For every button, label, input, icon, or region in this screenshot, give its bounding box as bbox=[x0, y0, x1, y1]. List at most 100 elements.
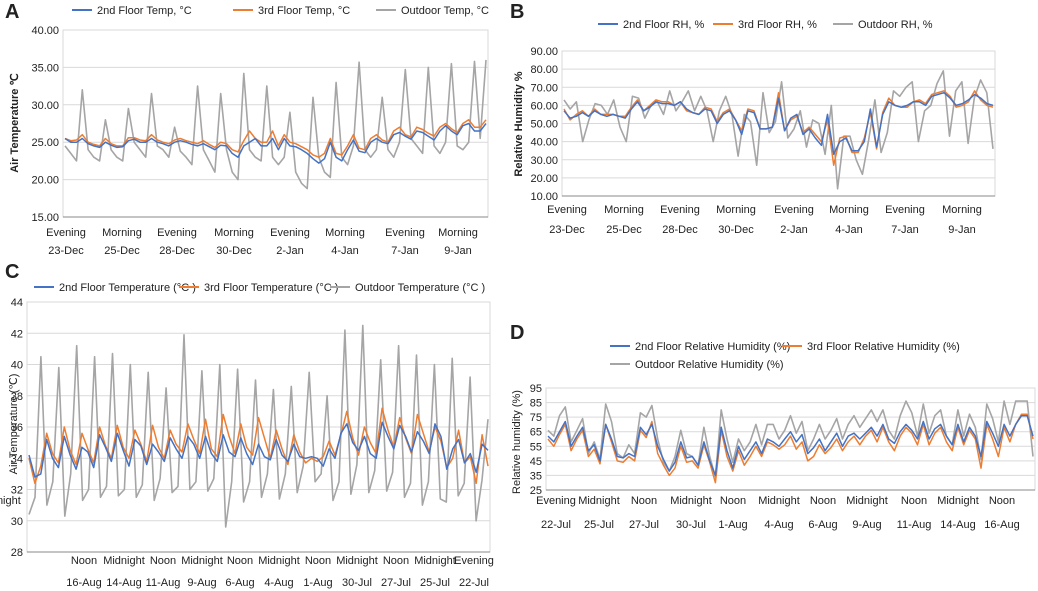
x-tick-label-date: 7-Jan bbox=[891, 224, 919, 236]
y-tick-label: 90.00 bbox=[530, 46, 558, 58]
x-tick-label-time: Evening bbox=[774, 204, 814, 216]
x-tick-label-time: Evening bbox=[547, 204, 587, 216]
x-tick-label-time: Morning bbox=[604, 204, 644, 216]
x-tick-label-date: 4-Aug bbox=[264, 577, 293, 589]
y-tick-label: 30.00 bbox=[31, 100, 59, 112]
x-tick-label-date: 25-Jul bbox=[584, 519, 614, 531]
series-line-floor3 bbox=[64, 119, 487, 158]
x-tick-label-time: Morning bbox=[325, 227, 365, 239]
x-tick-label-date: 4-Jan bbox=[835, 224, 863, 236]
x-tick-label-time: Evening bbox=[46, 227, 86, 239]
x-tick-label-time: Midnight bbox=[578, 495, 620, 507]
x-tick-label-time: Midnight bbox=[414, 555, 456, 567]
legend-label-floor3: 3rd Floor RH, % bbox=[738, 19, 817, 31]
x-tick-label-time: Evening bbox=[885, 204, 925, 216]
x-tick-label-date: 28-Dec bbox=[662, 224, 698, 236]
x-tick-label-time: Noon bbox=[810, 495, 836, 507]
panel-letter: B bbox=[510, 1, 524, 23]
y-tick-label: 45 bbox=[530, 456, 542, 468]
y-tick-label: 80.00 bbox=[530, 64, 558, 76]
series-line-outdoor bbox=[64, 59, 487, 190]
series-line-floor2 bbox=[563, 91, 994, 156]
x-tick-label-time: Evening bbox=[385, 227, 425, 239]
x-tick-label-date: 23-Dec bbox=[549, 224, 585, 236]
legend-label-outdoor: Outdoor Temp, °C bbox=[401, 5, 489, 17]
y-tick-label: 20.00 bbox=[530, 173, 558, 185]
chart-panel-a: A 15.00 20.00 25.00 30.00 35.00 40.00 Air Tempe… bbox=[5, 1, 489, 257]
x-tick-label-time: Morning bbox=[716, 204, 756, 216]
x-tick-label-time: Midnight bbox=[846, 495, 888, 507]
chart-panel-b: B 10.00 20.00 30.00 40.00 50.00 60.00 70.00 80.0… bbox=[510, 1, 996, 236]
x-tick-label-time: Midnight bbox=[258, 555, 300, 567]
x-tick-label-time: Noon bbox=[631, 495, 657, 507]
x-tick-label-date: 9-Aug bbox=[852, 519, 881, 531]
series-line-floor3 bbox=[547, 413, 1034, 484]
x-tick-label-time: Noon bbox=[720, 495, 746, 507]
x-tick-label-date: 27-Jul bbox=[381, 577, 411, 589]
y-tick-label: 60.00 bbox=[530, 100, 558, 112]
series-line-floor2 bbox=[547, 414, 1034, 477]
legend-label-outdoor: Outdoor Temperature (°C ) bbox=[355, 282, 485, 294]
x-tick-label-date: 28-Dec bbox=[159, 245, 195, 257]
x-tick-label-time: Noon bbox=[901, 495, 927, 507]
x-tick-label-date: 11-Aug bbox=[146, 577, 181, 589]
x-tick-label-time: Noon bbox=[71, 555, 97, 567]
x-tick-label-date: 25-Dec bbox=[606, 224, 642, 236]
y-tick-label: 32 bbox=[11, 485, 23, 497]
x-tick-label-time: Midnight bbox=[0, 495, 21, 507]
y-tick-label: 36 bbox=[11, 422, 23, 434]
series-line-outdoor bbox=[563, 70, 994, 190]
y-tick-label: 40 bbox=[11, 360, 23, 372]
x-tick-label-date: 9-Jan bbox=[948, 224, 976, 236]
y-tick-label: 50.00 bbox=[530, 119, 558, 131]
y-axis-label: Air Temperature ℃ bbox=[9, 73, 21, 173]
y-tick-label: 25 bbox=[530, 485, 542, 497]
legend-label-floor2: 2nd Floor RH, % bbox=[623, 19, 705, 31]
x-tick-label-date: 4-Jan bbox=[331, 245, 359, 257]
y-axis-label: Air Temperature (℃) bbox=[8, 374, 20, 475]
panel-letter: C bbox=[5, 261, 19, 283]
x-tick-label-time: Midnight bbox=[336, 555, 378, 567]
y-tick-label: 95 bbox=[530, 383, 542, 395]
x-tick-label-date: 30-Jul bbox=[342, 577, 372, 589]
y-tick-label: 35.00 bbox=[31, 62, 59, 74]
x-tick-label-time: Morning bbox=[102, 227, 142, 239]
legend-label-floor3: 3rd Floor Relative Humidity (%) bbox=[807, 341, 960, 353]
series-line-outdoor bbox=[28, 324, 489, 528]
series-line-outdoor bbox=[547, 400, 1034, 478]
y-tick-label: 75 bbox=[530, 412, 542, 424]
chart-panel-c: C 28 30 32 34 36 38 40 42 44 Air Temperature (℃) No… bbox=[5, 261, 494, 589]
series-line-floor2 bbox=[64, 122, 487, 164]
panel-letter: D bbox=[510, 322, 524, 344]
x-tick-label-date: 16-Aug bbox=[984, 519, 1019, 531]
y-tick-label: 42 bbox=[11, 328, 23, 340]
x-tick-label-date: 1-Aug bbox=[303, 577, 332, 589]
x-tick-label-time: Noon bbox=[989, 495, 1015, 507]
x-tick-label-time: Noon bbox=[227, 555, 253, 567]
x-tick-label-time: Evening bbox=[270, 227, 310, 239]
chart-panel-d: D 25 35 45 55 65 75 85 95 Relative humidity (%) Ev… bbox=[0, 322, 1036, 531]
x-tick-label-time: Noon bbox=[305, 555, 331, 567]
y-tick-label: 34 bbox=[11, 453, 23, 465]
x-tick-label-date: 7-Jan bbox=[391, 245, 419, 257]
x-tick-label-date: 14-Aug bbox=[106, 577, 141, 589]
y-tick-label: 55 bbox=[530, 441, 542, 453]
y-tick-label: 38 bbox=[11, 391, 23, 403]
y-tick-label: 65 bbox=[530, 427, 542, 439]
x-tick-label-date: 6-Aug bbox=[225, 577, 254, 589]
y-tick-label: 25.00 bbox=[31, 137, 59, 149]
y-axis-label: Relative Humidity % bbox=[513, 71, 525, 176]
panel-letter: A bbox=[5, 1, 19, 23]
legend-label-outdoor: Outdoor Relative Humidity (%) bbox=[635, 359, 784, 371]
x-tick-label-date: 22-Jul bbox=[541, 519, 571, 531]
x-tick-label-date: 30-Jul bbox=[676, 519, 706, 531]
x-tick-label-time: Evening bbox=[536, 495, 576, 507]
y-tick-label: 30.00 bbox=[530, 155, 558, 167]
legend-label-outdoor: Outdoor RH, % bbox=[858, 19, 933, 31]
x-tick-label-time: Midnight bbox=[103, 555, 145, 567]
y-axis-label: Relative humidity (%) bbox=[511, 390, 523, 494]
x-tick-label-time: Morning bbox=[438, 227, 478, 239]
x-tick-label-time: Evening bbox=[157, 227, 197, 239]
y-tick-label: 20.00 bbox=[31, 175, 59, 187]
